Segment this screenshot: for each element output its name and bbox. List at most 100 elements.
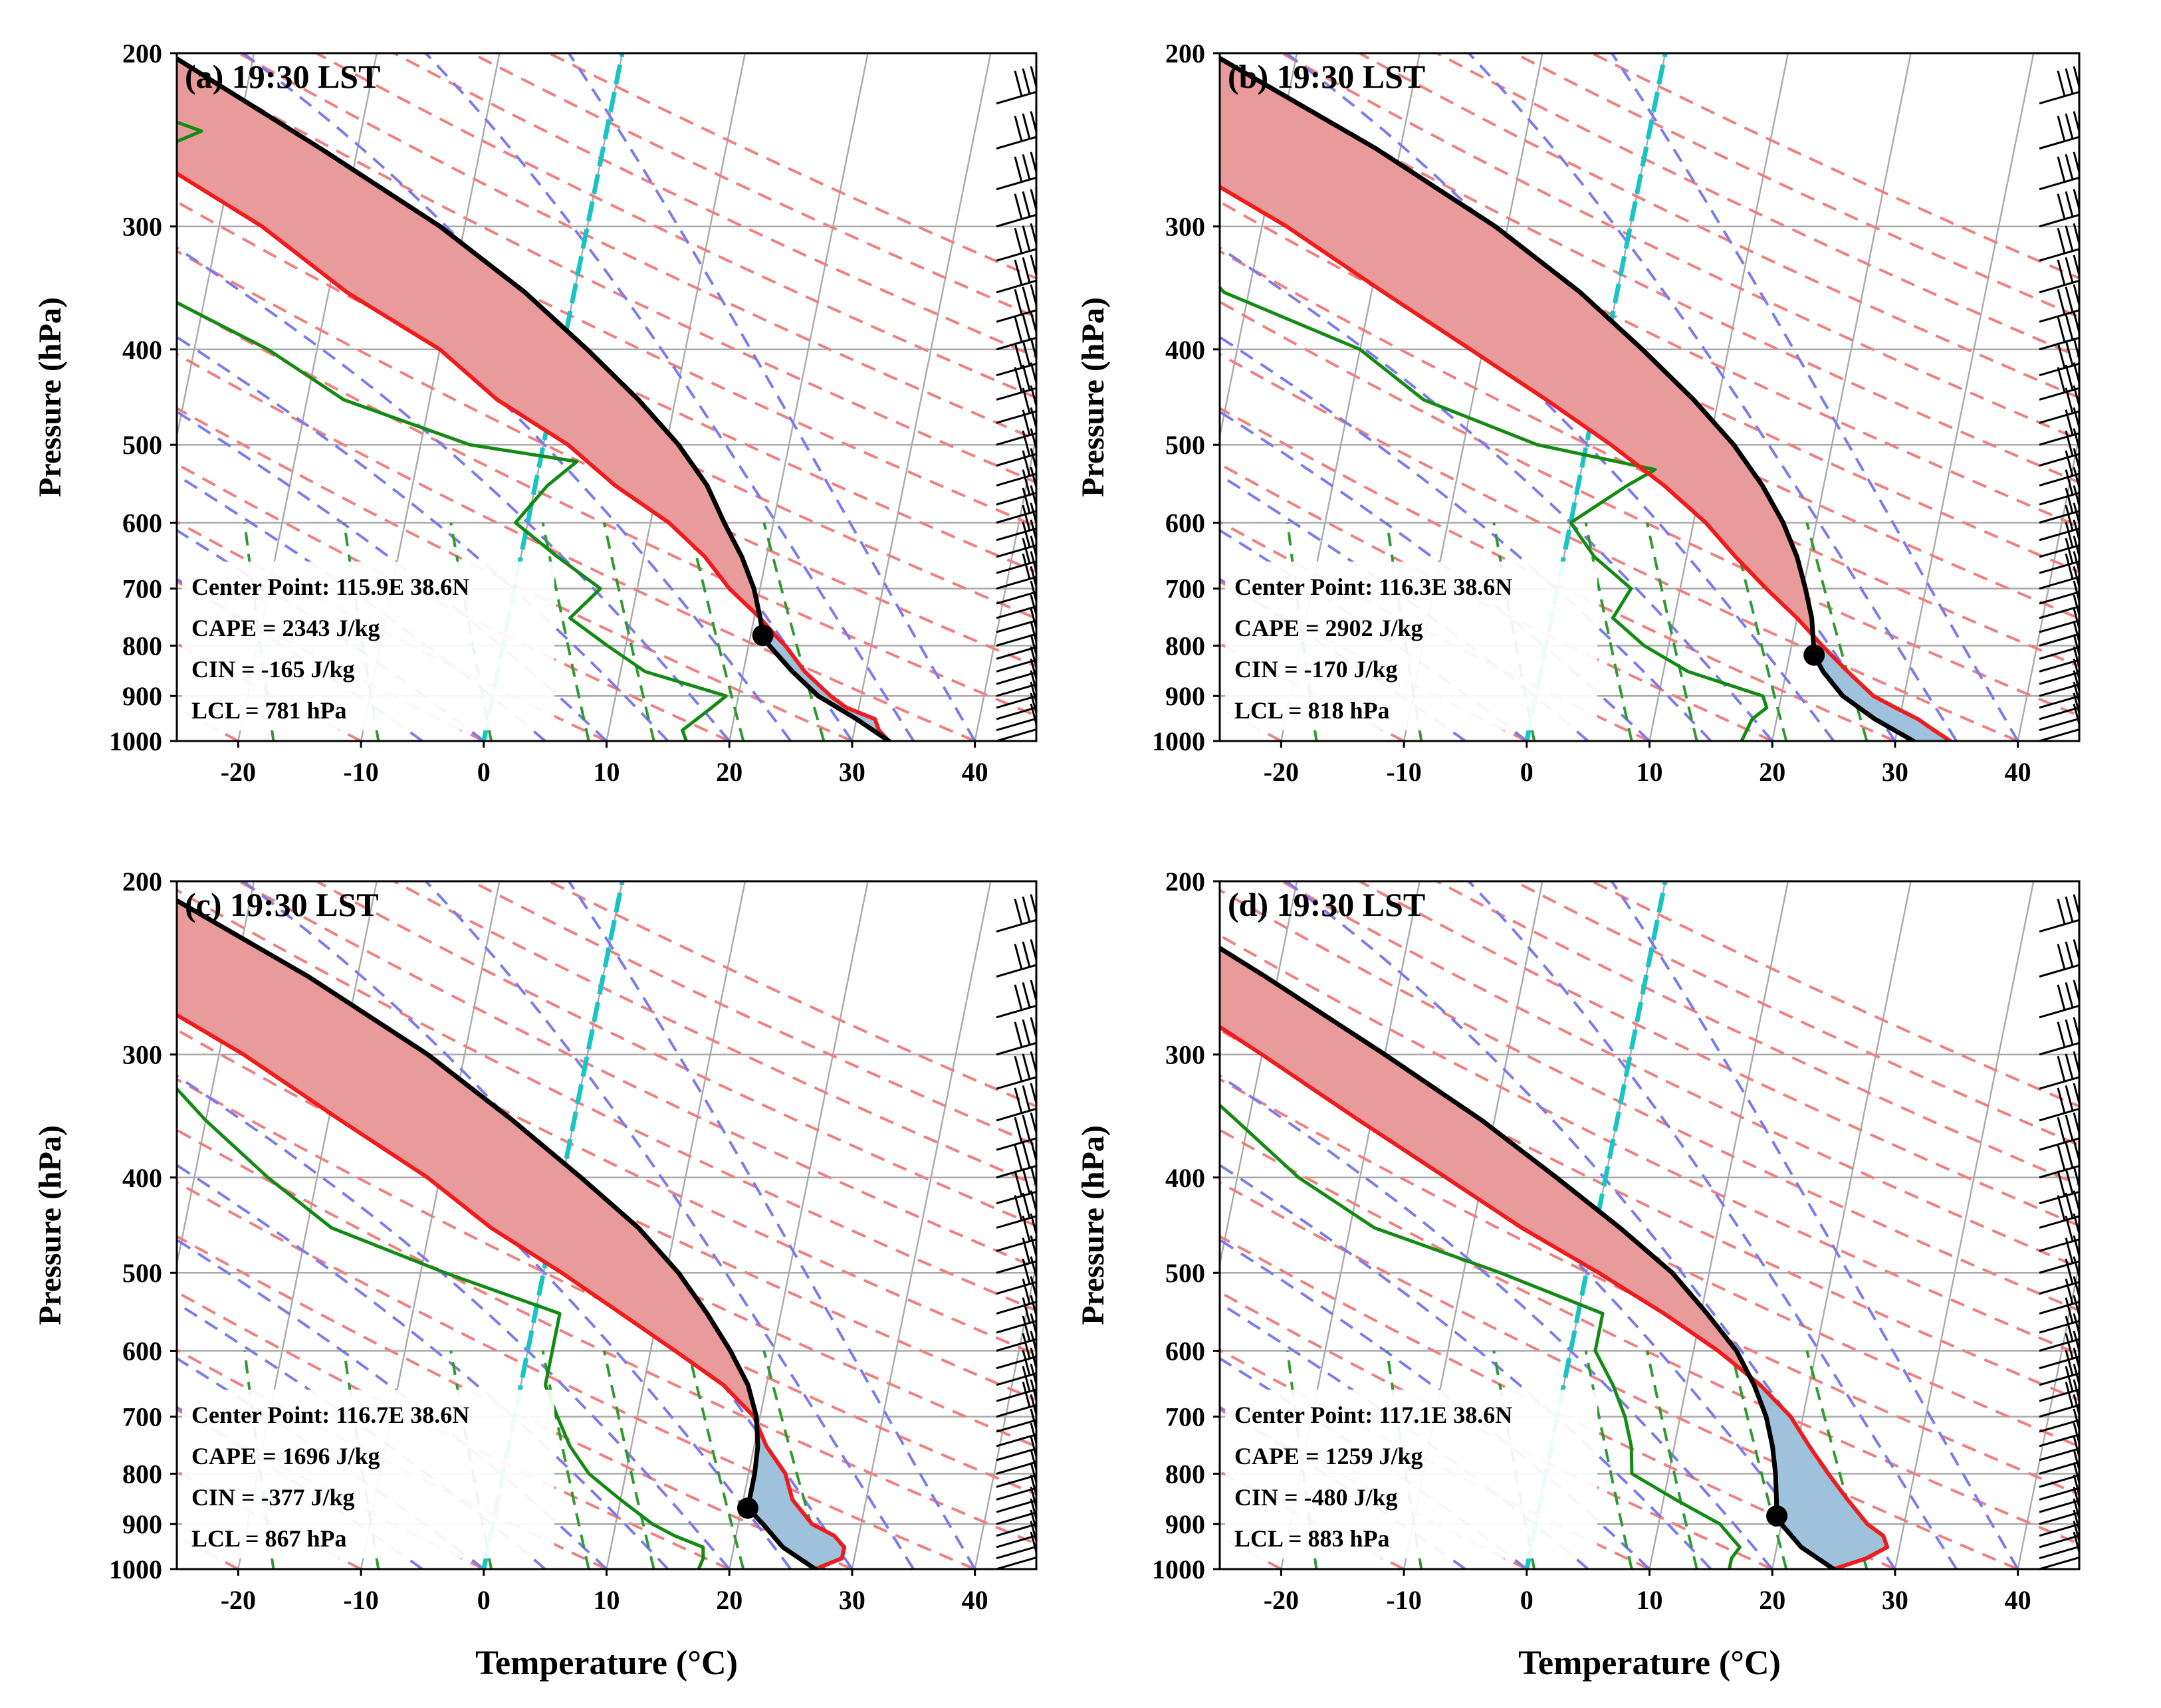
y-tick-label: 700 [1165, 574, 1205, 604]
cape-area [505, 405, 648, 410]
cape-area [1470, 1194, 1584, 1199]
cape-area [555, 1269, 680, 1273]
wind-barb [996, 894, 1036, 933]
cape-area [177, 171, 368, 179]
wind-barb [2039, 1112, 2079, 1151]
y-tick-label: 800 [122, 631, 162, 661]
y-tick-label: 800 [1165, 1459, 1205, 1489]
cape-area [251, 1059, 444, 1067]
cape-area [1386, 294, 1589, 300]
cape-area [1569, 416, 1713, 421]
wind-barb [996, 519, 1036, 558]
cape-area [1585, 1265, 1670, 1270]
cape-area [259, 1065, 451, 1072]
info-box: Center Point: 116.3E 38.6N CAPE = 2902 J/… [1225, 562, 1597, 730]
dry-adiabat [316, 53, 1036, 399]
cape-area [1682, 502, 1774, 506]
dry-adiabat [1359, 881, 2079, 1228]
cape-area [316, 269, 504, 276]
x-tick-label: 0 [1520, 757, 1534, 787]
cape-area [203, 190, 397, 197]
x-tick-label: 30 [839, 757, 865, 787]
cape-area [336, 284, 523, 290]
cape-area [1609, 444, 1737, 449]
cape-area [1332, 1103, 1465, 1109]
wind-barb [2039, 362, 2079, 401]
cape-area [1220, 958, 1250, 967]
moist-adiabat [1220, 1163, 1712, 1569]
moist-adiabat [177, 410, 608, 741]
cape-area [1220, 138, 1372, 146]
cape-area [1549, 1244, 1645, 1249]
y-tick-label: 400 [122, 1163, 162, 1193]
parcel-profile [1220, 55, 1916, 741]
isotherm [667, 53, 806, 741]
wind-barb [2039, 939, 2079, 978]
cape-area [1635, 1295, 1696, 1300]
cape-area [232, 208, 424, 215]
x-tick-label: 30 [1882, 757, 1908, 787]
dry-adiabat [1436, 881, 2079, 1187]
wind-barb [2039, 894, 2079, 933]
moist-adiabat [568, 53, 976, 741]
wind-barb [996, 535, 1036, 574]
cape-area [1636, 464, 1751, 469]
cape-area [358, 1132, 534, 1138]
x-tick-label: 40 [962, 1585, 988, 1615]
cape-area [1390, 1141, 1518, 1147]
isotherm [0, 881, 9, 1569]
cape-area [399, 1159, 567, 1165]
cape-area [1418, 1159, 1541, 1165]
cape-area [1695, 513, 1781, 518]
info-box: Center Point: 117.1E 38.6N CAPE = 1259 J/… [1225, 1390, 1597, 1558]
wind-barb [2039, 1313, 2079, 1352]
cape-area [625, 492, 713, 497]
wind-barb [996, 1394, 1036, 1433]
cape-area [522, 416, 658, 421]
y-tick-label: 800 [1165, 631, 1205, 661]
cape-area [493, 1229, 645, 1234]
cape-area [642, 504, 719, 509]
cape-area [1422, 318, 1615, 324]
cape-area [1555, 1247, 1649, 1253]
moist-adiabat [1467, 53, 1958, 741]
wind-barb [2039, 1140, 2079, 1179]
wind-barb [2039, 111, 2079, 150]
wind-barb [996, 658, 1036, 697]
cape-area [538, 1258, 671, 1263]
dry-adiabat [177, 463, 731, 741]
cape-area [1309, 243, 1526, 249]
wind-barb [996, 502, 1036, 542]
wind-barb [996, 1474, 1036, 1513]
cape-area [409, 331, 574, 337]
cape-area [1220, 986, 1293, 994]
cape-area [457, 1202, 616, 1207]
cape-area [1220, 993, 1303, 1001]
info-line: LCL = 867 hPa [191, 1525, 347, 1552]
cape-area [1220, 108, 1323, 117]
dry-adiabat [177, 1291, 731, 1569]
cape-area [1701, 519, 1784, 524]
cape-area [594, 467, 698, 472]
cape-area [1317, 248, 1532, 255]
wind-barb [996, 385, 1036, 424]
cape-area [1428, 322, 1620, 328]
isotherm [729, 53, 869, 741]
cape-area [1220, 93, 1297, 102]
cape-area [1688, 508, 1777, 512]
cape-area [275, 1076, 465, 1083]
wind-barb [996, 1276, 1036, 1315]
cape-area [473, 1214, 629, 1219]
wind-barb [996, 66, 1036, 105]
cape-area [242, 1054, 437, 1061]
x-tick-label: 0 [1520, 1585, 1534, 1615]
cape-area [290, 1087, 479, 1093]
cape-area [1704, 522, 1785, 526]
y-tick-label: 300 [1165, 1040, 1205, 1070]
cape-area [661, 1341, 728, 1346]
wind-barb [996, 428, 1036, 467]
wind-barb [996, 1140, 1036, 1179]
cape-area [177, 958, 292, 967]
cape-area [677, 1353, 735, 1357]
cape-area [1589, 430, 1726, 435]
